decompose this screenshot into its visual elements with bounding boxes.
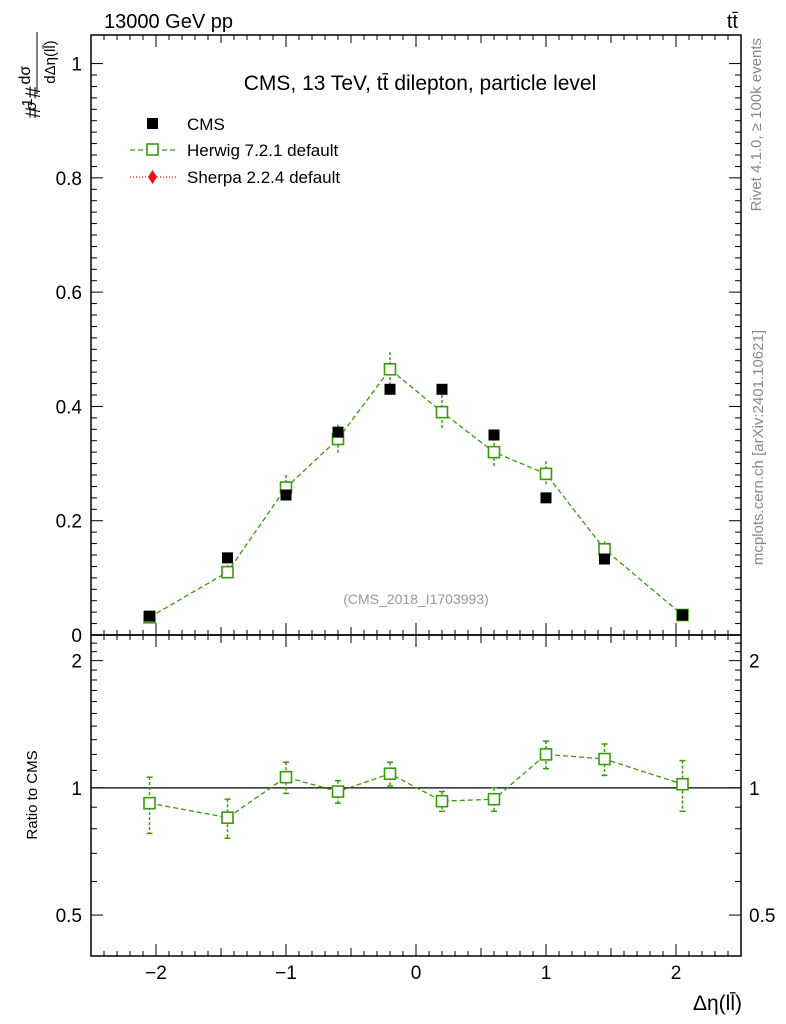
rivet-label: Rivet 4.1.0, ≥ 100k events <box>748 38 765 211</box>
ratio-ytick-label-left: 1 <box>71 779 82 800</box>
main-cms-series <box>144 383 688 622</box>
ratio-herwig-point <box>279 770 293 784</box>
legend-marker-sherpa <box>148 170 157 184</box>
xlabel: Δη(ll̄) <box>693 991 742 1015</box>
ratio-herwig-point <box>435 794 449 808</box>
main-ylabel-sigma: σ <box>23 101 40 111</box>
cms-point <box>332 426 344 438</box>
legend: CMS Herwig 7.2.1 default Sherpa 2.2.4 de… <box>130 115 340 187</box>
xtick-label: 0 <box>411 963 422 984</box>
main-ytick-label: 0.8 <box>56 169 82 190</box>
legend-label-herwig: Herwig 7.2.1 default <box>187 141 338 160</box>
ratio-herwig-point <box>221 811 234 824</box>
ratio-herwig-point <box>539 748 553 761</box>
xtick-label: −2 <box>145 963 167 984</box>
herwig-point <box>598 542 611 556</box>
cms-point <box>280 489 292 501</box>
herwig-point <box>383 362 397 376</box>
legend-marker-cms <box>147 118 158 129</box>
main-ylabel-denominator: dΔη(ll̄) <box>42 40 59 83</box>
herwig-point <box>435 405 449 419</box>
ratio-herwig-point <box>331 785 345 798</box>
ratio-herwig-point <box>383 767 397 781</box>
cms-point <box>488 429 500 441</box>
site-label: mcplots.cern.ch [arXiv:2401.10621] <box>750 330 767 565</box>
process-label: tt̄ <box>727 11 739 33</box>
cms-point <box>436 383 448 395</box>
ratio-ytick-label-right: 0.5 <box>749 906 775 927</box>
xtick-label: 1 <box>541 963 552 984</box>
ratio-ylabel: Ratio to CMS <box>24 750 41 839</box>
cms-point <box>384 383 396 395</box>
ratio-herwig-line <box>149 753 683 819</box>
cms-point <box>540 492 552 504</box>
main-herwig-series <box>143 352 689 624</box>
ratio-ticks: −2 −1 0 1 2 0.5 0.5 1 1 2 2 <box>56 634 775 984</box>
main-ytick-label: 0 <box>71 626 82 647</box>
main-ytick-label: 0.4 <box>56 397 83 418</box>
xtick-label: 2 <box>671 963 682 984</box>
herwig-line <box>149 368 683 618</box>
legend-label-cms: CMS <box>187 115 225 134</box>
legend-label-sherpa: Sherpa 2.2.4 default <box>187 168 340 187</box>
legend-marker-herwig <box>146 143 159 156</box>
main-ytick-label: 0.6 <box>56 283 82 304</box>
main-ylabel-text: #1#dσ <box>17 66 45 119</box>
ratio-herwig-point <box>487 792 501 806</box>
cms-point <box>677 609 688 621</box>
ratio-herwig-point <box>143 796 156 810</box>
main-ytick-label: 0.2 <box>56 512 82 533</box>
cms-point <box>222 552 233 564</box>
main-ylabel: #1#dσ σ dΔη(ll̄) <box>17 32 59 118</box>
ratio-ytick-label-left: 0.5 <box>56 906 82 927</box>
xtick-label: −1 <box>275 963 297 984</box>
ratio-ytick-label-right: 1 <box>749 779 760 800</box>
ratio-panel-frame <box>90 634 742 957</box>
analysis-tag: (CMS_2018_I1703993) <box>343 591 489 607</box>
cms-point <box>144 610 155 622</box>
ratio-herwig-point <box>676 777 689 791</box>
ratio-herwig-point <box>598 752 611 766</box>
beam-label: 13000 GeV pp <box>104 11 233 33</box>
herwig-point <box>487 445 501 459</box>
plot-title: CMS, 13 TeV, tt̄ dilepton, particle leve… <box>244 72 597 95</box>
herwig-point <box>221 565 234 579</box>
main-ticks: 0 0.2 0.4 0.6 0.8 1 <box>56 35 742 647</box>
ratio-ytick-label-right: 2 <box>749 652 760 673</box>
herwig-point <box>539 467 553 481</box>
main-ytick-label: 1 <box>71 55 82 76</box>
cms-point <box>599 553 610 565</box>
ratio-herwig-series <box>143 740 689 839</box>
ratio-ytick-label-left: 2 <box>71 652 82 673</box>
